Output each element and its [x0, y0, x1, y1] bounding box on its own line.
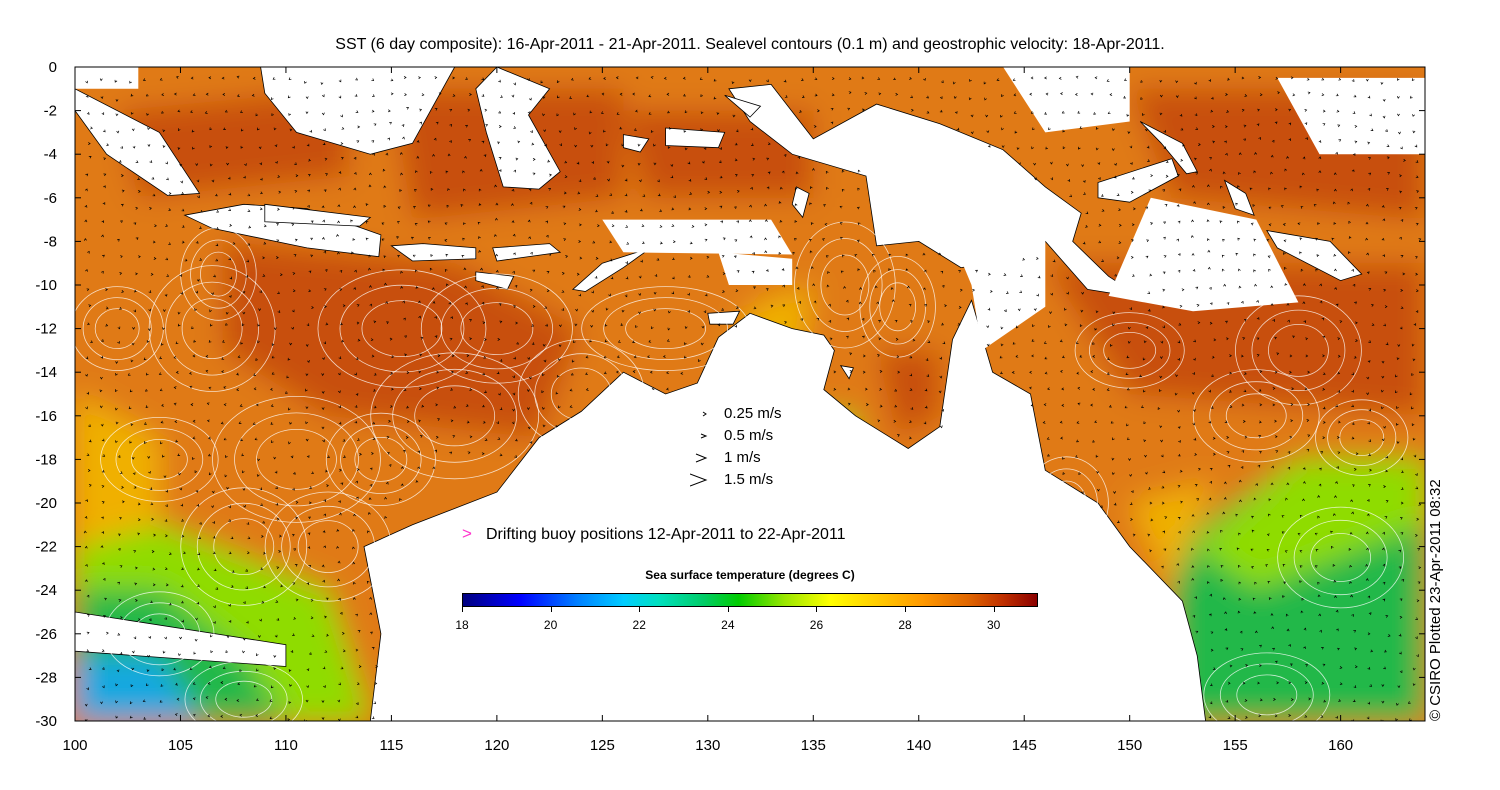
y-tick-label: -24 [35, 582, 57, 599]
y-tick-label: -4 [44, 146, 57, 163]
colorbar-tick-label: 18 [455, 618, 469, 632]
y-tick-label: -26 [35, 626, 57, 643]
x-tick-label: 160 [1328, 737, 1353, 754]
map-title: SST (6 day composite): 16-Apr-2011 - 21-… [335, 36, 1165, 53]
arrow-025-icon [702, 411, 707, 417]
x-tick-label: 135 [801, 737, 826, 754]
arrow-15-icon [690, 473, 708, 487]
colorbar-tick-label: 28 [898, 618, 912, 632]
buoy-legend-label: Drifting buoy positions 12-Apr-2011 to 2… [485, 526, 846, 543]
colorbar-tickmark [993, 607, 995, 612]
no-data-region [349, 67, 392, 89]
colorbar-tick-label: 24 [721, 618, 735, 632]
credit-label: © CSIRO Plotted 23-Apr-2011 08:32 [1427, 479, 1444, 721]
y-tick-label: -28 [35, 669, 57, 686]
no-data-region [75, 67, 139, 89]
y-tick-label: -6 [44, 190, 57, 207]
colorbar-tickmark [816, 607, 818, 612]
velocity-legend-label: 1.5 m/s [724, 471, 774, 488]
no-data-region [602, 219, 793, 255]
colorbar-tickmark [550, 607, 552, 612]
buoy-marker-icon: > [462, 524, 472, 543]
buoy-legend: > Drifting buoy positions 12-Apr-2011 to … [462, 524, 846, 544]
colorbar-ticks: 18 20 22 24 26 28 30 [455, 607, 1038, 637]
x-tick-label: 130 [695, 737, 720, 754]
x-tick-label: 125 [590, 737, 615, 754]
x-tick-label: 115 [379, 737, 403, 754]
colorbar-tick-label: 22 [632, 618, 646, 632]
x-tick-label: 150 [1117, 737, 1142, 754]
colorbar-tickmark [905, 607, 907, 612]
arrow-05-icon [700, 433, 708, 439]
y-tick-label: -12 [35, 321, 57, 338]
colorbar-tick-label: 20 [543, 618, 558, 632]
velocity-legend-label: 0.5 m/s [724, 427, 774, 444]
x-tick-label: 145 [1012, 737, 1037, 754]
colorbar-title: Sea surface temperature (degrees C) [645, 568, 855, 582]
colorbar-tickmark [639, 607, 641, 612]
colorbar-tick-label: 26 [809, 618, 824, 632]
x-tick-label: 120 [484, 737, 509, 754]
y-tick-label: -22 [35, 539, 57, 556]
arrow-1-icon [695, 453, 708, 463]
colorbar-tick-label: 30 [987, 618, 1001, 632]
y-tick-label: -14 [35, 364, 57, 381]
x-tick-label: 110 [274, 737, 298, 754]
y-tick-label: -30 [35, 713, 57, 730]
y-tick-label: 0 [49, 59, 57, 76]
y-tick-label: -20 [35, 495, 57, 512]
colorbar-tickmark [727, 607, 729, 612]
x-tick-label: 155 [1223, 737, 1248, 754]
colorbar-tickmark [462, 607, 463, 612]
x-tick-label: 105 [168, 737, 193, 754]
x-tick-label: 140 [906, 737, 931, 754]
y-tick-label: -8 [44, 233, 57, 250]
sst-colorbar [462, 593, 1038, 607]
x-tick-label: 100 [62, 737, 87, 754]
y-tick-label: -10 [35, 277, 57, 294]
y-tick-label: -2 [44, 103, 57, 120]
velocity-legend-label: 0.25 m/s [724, 405, 782, 422]
y-tick-label: -18 [35, 451, 57, 468]
y-tick-label: -16 [35, 408, 57, 425]
velocity-legend-label: 1 m/s [724, 449, 761, 466]
